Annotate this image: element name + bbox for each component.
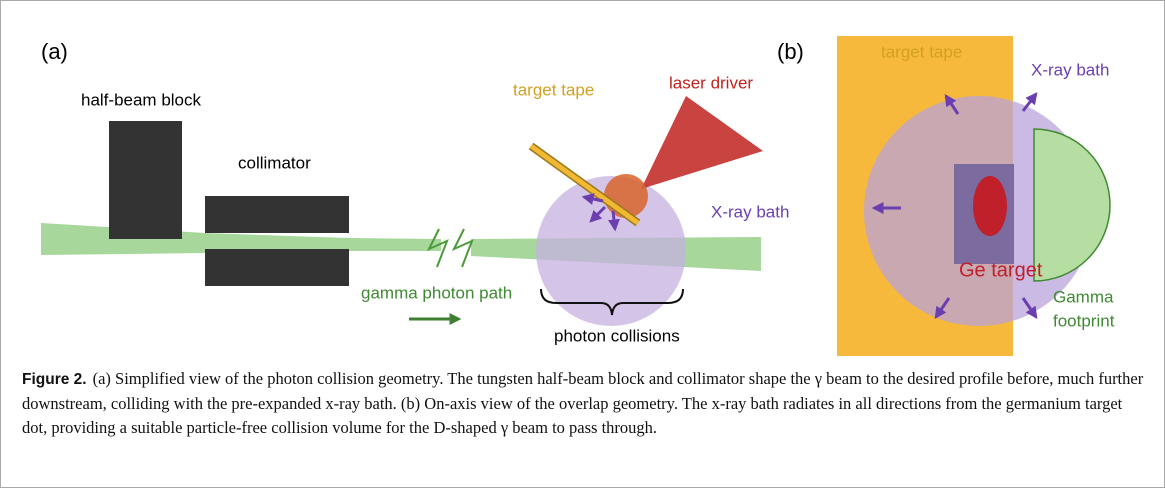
brace xyxy=(540,288,684,316)
arrow xyxy=(589,205,607,223)
label: Ge target xyxy=(959,259,1043,281)
collimator xyxy=(205,196,349,233)
caption: Figure 2. (a) Simplified view of the phot… xyxy=(22,367,1147,440)
arrow xyxy=(944,94,960,115)
label: collimator xyxy=(238,153,311,172)
laser xyxy=(641,96,763,189)
tape xyxy=(529,143,640,226)
arrow xyxy=(1021,297,1038,319)
label: gamma photon path xyxy=(361,283,512,302)
label: target tape xyxy=(513,80,594,99)
label: half-beam block xyxy=(81,90,202,109)
half-beam-block xyxy=(109,121,182,239)
arrow xyxy=(607,210,620,232)
break xyxy=(426,228,449,268)
panel-tag: (b) xyxy=(777,39,804,64)
arrow xyxy=(581,193,604,205)
arrow xyxy=(1021,92,1038,112)
label: Gamma xyxy=(1053,287,1114,306)
label: X-ray bath xyxy=(711,202,789,221)
xray-bath xyxy=(536,176,686,326)
label: X-ray bath xyxy=(1031,60,1109,79)
label: photon collisions xyxy=(554,326,680,345)
label: footprint xyxy=(1053,311,1115,330)
caption-label: Figure 2. xyxy=(22,371,87,388)
gamma-footprint xyxy=(1033,128,1111,282)
ge-target xyxy=(973,176,1007,236)
caption-text: (a) Simplified view of the photon collis… xyxy=(22,369,1144,437)
diagram: (a) half-beam block collimator target ta… xyxy=(41,36,1115,356)
label: target tape xyxy=(881,42,962,61)
label: laser driver xyxy=(669,73,753,92)
break xyxy=(451,228,474,268)
collimator xyxy=(205,249,349,286)
panel-tag: (a) xyxy=(41,39,68,64)
arrow xyxy=(934,297,951,319)
